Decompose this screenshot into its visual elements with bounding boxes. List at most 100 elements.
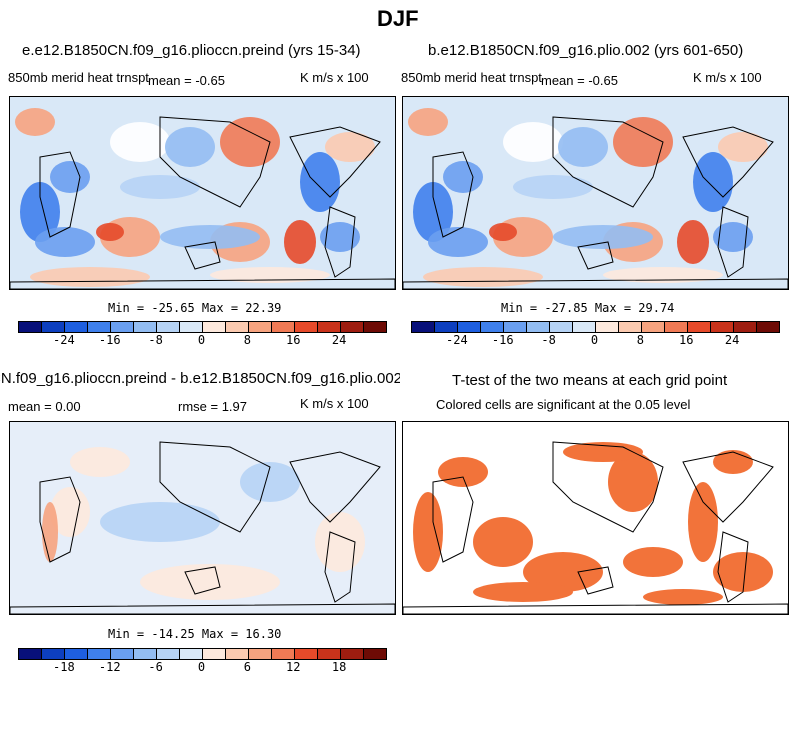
field-anomaly-region <box>613 117 673 167</box>
colorbar-swatch <box>458 322 481 332</box>
field-anomaly-region <box>35 227 95 257</box>
coastline <box>403 603 788 614</box>
significant-region <box>643 589 723 605</box>
field-anomaly-region <box>713 222 753 252</box>
colorbar-swatch <box>711 322 734 332</box>
difference-region <box>315 512 365 572</box>
colorbar-swatch <box>619 322 642 332</box>
figure-title: DJF <box>377 6 419 31</box>
colorbar-tick-label: 6 <box>243 660 251 674</box>
colorbar-swatch <box>550 322 573 332</box>
field-anomaly-region <box>120 175 200 199</box>
colorbar-tick-label: 0 <box>197 660 206 674</box>
difference-region <box>140 564 280 600</box>
panel-mean-label: mean = 0.00 <box>8 399 81 414</box>
colorbar-swatch <box>272 322 295 332</box>
colorbar-swatch <box>642 322 665 332</box>
colorbar-swatch <box>180 649 203 659</box>
colorbar-tick-label: -6 <box>148 660 163 674</box>
colorbar-tick-label: 16 <box>286 333 301 347</box>
colorbar <box>18 321 387 333</box>
coastline <box>577 241 614 270</box>
colorbar-swatch <box>226 649 249 659</box>
colorbar-swatch <box>249 649 272 659</box>
field-map <box>10 108 395 289</box>
colorbar-swatch <box>203 322 226 332</box>
field-anomaly-region <box>718 132 768 162</box>
field-anomaly-region <box>677 220 709 264</box>
colorbar-swatch <box>318 649 341 659</box>
colorbar-tick-label: 16 <box>679 333 694 347</box>
field-anomaly-region <box>210 267 330 283</box>
colorbar-swatch <box>111 649 134 659</box>
colorbar-swatch <box>364 322 386 332</box>
significant-region <box>473 517 533 567</box>
colorbar-swatch <box>364 649 386 659</box>
panel-units-label: K m/s x 100 <box>300 70 369 85</box>
panel-rmse-label: rmse = 1.97 <box>178 399 248 414</box>
map-panel-bottom-right <box>402 421 789 615</box>
colorbar-swatch <box>88 322 111 332</box>
field-anomaly-region <box>423 267 543 287</box>
colorbar-tick-label: 8 <box>243 333 251 347</box>
field-anomaly-region <box>110 122 170 162</box>
coastline <box>552 441 664 533</box>
coastline <box>432 476 474 563</box>
colorbar-tick-label: -18 <box>53 660 75 674</box>
colorbar-swatch <box>180 322 203 332</box>
colorbar-swatch <box>573 322 596 332</box>
colorbar-swatch <box>272 649 295 659</box>
panel-title: e.e12.B1850CN.f09_g16.plioccn.preind (yr… <box>22 42 361 59</box>
colorbar-swatch <box>504 322 527 332</box>
field-map <box>403 108 788 289</box>
field-anomaly-region <box>513 175 593 199</box>
field-anomaly-region <box>325 132 375 162</box>
coastline <box>159 441 271 533</box>
field-anomaly-region <box>408 108 448 136</box>
colorbar-swatch <box>435 322 458 332</box>
difference-region <box>100 502 220 542</box>
colorbar <box>411 321 780 333</box>
field-anomaly-region <box>284 220 316 264</box>
coastline <box>717 206 749 278</box>
colorbar-swatch <box>734 322 757 332</box>
colorbar-swatch <box>757 322 779 332</box>
panel-title: T-test of the two means at each grid poi… <box>452 372 728 389</box>
difference-region <box>240 462 300 502</box>
coastline <box>552 116 664 208</box>
colorbar-tick-label: 24 <box>331 333 347 347</box>
colorbar-swatch <box>527 322 550 332</box>
significance-map <box>403 441 788 614</box>
colorbar-swatch <box>318 322 341 332</box>
field-anomaly-region <box>553 225 653 249</box>
significant-region <box>563 442 643 462</box>
coastline <box>324 206 356 278</box>
field-anomaly-region <box>165 127 215 167</box>
significant-region <box>713 450 753 474</box>
field-anomaly-region <box>443 161 483 193</box>
coastline <box>184 566 221 595</box>
coastline <box>39 476 81 563</box>
panel-title: e.e12.B1850CN.f09_g16.plioccn.preind - b… <box>0 370 400 387</box>
panel-mean-label: mean = -0.65 <box>541 73 618 88</box>
field-anomaly-region <box>50 161 90 193</box>
colorbar-swatch <box>295 322 318 332</box>
colorbar-tick-label: 18 <box>331 660 347 674</box>
panel-left-label: 850mb merid heat trnspt <box>401 70 542 85</box>
colorbar-swatch <box>19 322 42 332</box>
colorbar-swatch <box>19 649 42 659</box>
significant-region <box>713 552 773 592</box>
colorbar-tick-label: -8 <box>541 333 556 347</box>
panel-stats: Min = -27.85 Max = 29.74 <box>501 301 675 315</box>
field-anomaly-region <box>20 182 60 242</box>
coastline <box>403 278 788 289</box>
field-anomaly-region <box>693 152 733 212</box>
field-anomaly-region <box>300 152 340 212</box>
coastline <box>289 126 381 198</box>
coastline <box>682 451 774 523</box>
coastline <box>682 126 774 198</box>
significant-region <box>473 582 573 602</box>
colorbar-tick-label: 24 <box>724 333 740 347</box>
panel-mean-label: mean = -0.65 <box>148 73 225 88</box>
colorbar-swatch <box>596 322 619 332</box>
